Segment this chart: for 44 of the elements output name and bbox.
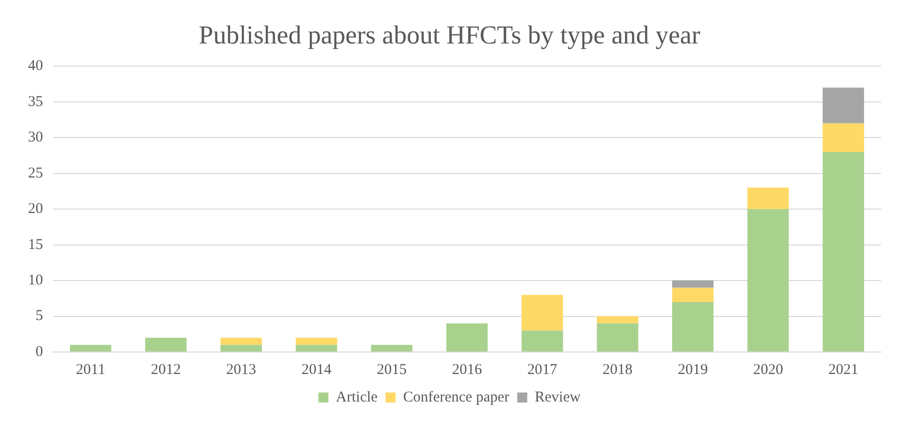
bar — [672, 280, 714, 288]
x-tick-label: 2013 — [226, 362, 256, 378]
bar — [522, 330, 563, 352]
y-tick-label: 5 — [36, 308, 43, 324]
x-tick-label: 2014 — [301, 362, 332, 378]
bar — [596, 323, 638, 352]
bar — [145, 338, 187, 352]
x-tick-label: 2015 — [376, 362, 407, 378]
bar — [296, 338, 338, 345]
x-tick-label: 2012 — [150, 362, 181, 378]
x-tick-label: 2021 — [828, 362, 858, 378]
x-tick-label: 2016 — [452, 362, 482, 378]
y-tick-label: 30 — [28, 130, 43, 146]
bar — [822, 152, 864, 352]
bar — [822, 123, 864, 152]
x-tick-label: 2011 — [76, 362, 106, 378]
y-tick-label: 40 — [28, 58, 43, 74]
y-tick-label: 15 — [28, 236, 43, 253]
y-tick-label: 25 — [28, 165, 43, 182]
bar — [446, 323, 488, 352]
x-tick-label: 2018 — [602, 362, 633, 378]
bar — [596, 316, 638, 324]
x-tick-label: 2020 — [753, 362, 784, 378]
chart-title: Published papers about HFCTs by type and year — [198, 20, 701, 50]
bar — [371, 344, 412, 352]
bar — [70, 344, 112, 352]
legend-label: Article — [336, 389, 378, 406]
bar — [747, 209, 789, 352]
legend-label: Conference paper — [403, 389, 510, 406]
bar — [220, 338, 262, 345]
y-tick-label: 20 — [28, 201, 43, 218]
y-tick-label: 35 — [28, 94, 43, 110]
bar — [220, 344, 262, 352]
y-tick-label: 10 — [28, 272, 43, 288]
bar — [672, 288, 714, 302]
bar — [747, 188, 789, 210]
bar — [672, 302, 714, 352]
bar — [822, 88, 864, 124]
bar — [296, 344, 338, 352]
x-tick-label: 2019 — [678, 362, 708, 378]
x-tick-label: 2017 — [527, 362, 558, 378]
legend-label: Review — [534, 389, 581, 406]
bar — [522, 294, 563, 331]
y-tick-label: 0 — [36, 344, 43, 360]
